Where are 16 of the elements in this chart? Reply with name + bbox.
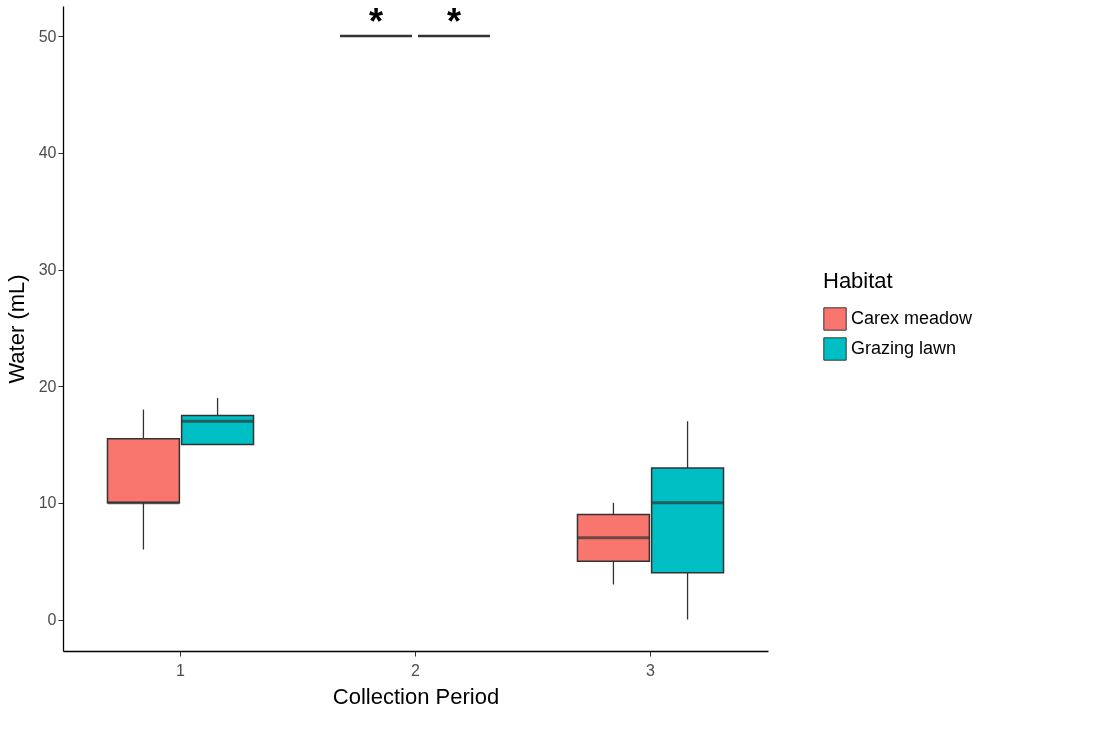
legend-label: Carex meadow xyxy=(851,308,974,328)
y-tick-label: 20 xyxy=(38,377,57,395)
annotation: * xyxy=(446,1,462,42)
y-axis-title: Water (mL) xyxy=(3,274,29,384)
y-tick-label: 10 xyxy=(38,494,57,512)
y-tick-label: 40 xyxy=(38,144,57,162)
x-axis-title: Collection Period xyxy=(332,683,500,709)
legend-label: Grazing lawn xyxy=(851,338,957,358)
x-tick-label: 2 xyxy=(411,661,421,679)
legend-title: Habitat xyxy=(823,268,893,293)
annotation: * xyxy=(368,1,384,42)
y-tick-label: 0 xyxy=(47,611,57,629)
y-tick-label: 50 xyxy=(38,27,57,45)
x-tick-label: 1 xyxy=(176,661,186,679)
x-tick-label: 3 xyxy=(646,661,656,679)
y-tick-label: 30 xyxy=(38,261,57,279)
